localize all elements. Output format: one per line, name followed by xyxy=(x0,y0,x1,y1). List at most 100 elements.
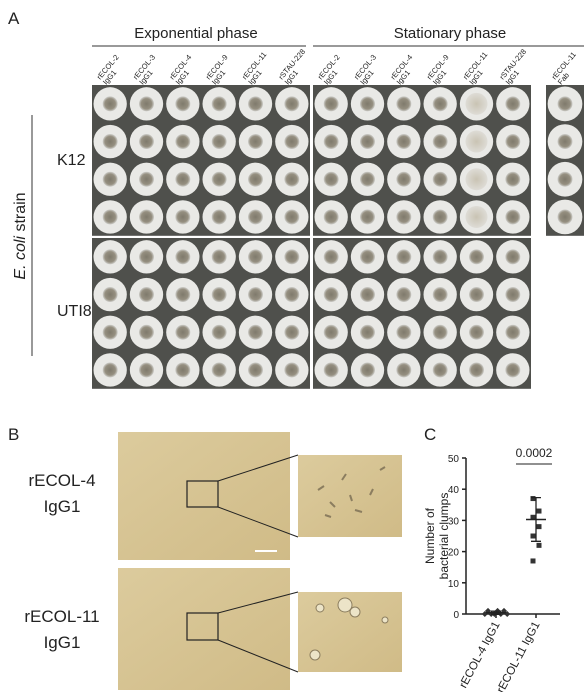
pellet xyxy=(284,325,299,340)
pellet xyxy=(175,362,190,377)
pellet xyxy=(505,134,520,149)
pellet xyxy=(103,287,118,302)
pellet xyxy=(248,287,263,302)
pellet xyxy=(212,325,227,340)
data-point xyxy=(531,496,536,501)
strain-italic: E. coli xyxy=(12,236,29,280)
pellet xyxy=(212,362,227,377)
figure: A Exponential phase Stationary phase E. … xyxy=(0,0,584,692)
pellet xyxy=(466,131,488,153)
pellet xyxy=(396,362,411,377)
pellet xyxy=(469,287,484,302)
pellet xyxy=(505,172,520,187)
pellet xyxy=(324,134,339,149)
pellet xyxy=(466,168,488,190)
pellet xyxy=(433,209,448,224)
pellet xyxy=(433,362,448,377)
micrograph xyxy=(118,568,402,690)
y-tick-label: 50 xyxy=(448,454,460,465)
header: Exponential phase xyxy=(134,25,257,42)
column-label: rECOL-2IgG1 xyxy=(95,53,127,87)
pellet xyxy=(469,362,484,377)
micrograph xyxy=(118,432,402,560)
y-axis-label-line: Number of xyxy=(423,507,437,564)
pellet xyxy=(360,249,375,264)
pellet xyxy=(466,206,488,228)
column-label: rECOL-4IgG1 xyxy=(167,53,199,87)
pellet xyxy=(139,249,154,264)
column-label: rSTAU-228IgG1 xyxy=(497,47,534,86)
pellet xyxy=(433,287,448,302)
panel-label: C xyxy=(424,425,436,444)
header: Stationary phase xyxy=(394,25,507,42)
pellet xyxy=(284,249,299,264)
pellet xyxy=(139,362,154,377)
column-label: rECOL-3IgG1 xyxy=(352,53,384,87)
pellet xyxy=(103,96,118,111)
column-label: rECOL-2IgG1 xyxy=(316,53,348,87)
pellet xyxy=(248,209,263,224)
pellet xyxy=(175,249,190,264)
pellet xyxy=(175,325,190,340)
pellet xyxy=(360,96,375,111)
pellet xyxy=(175,209,190,224)
pellet xyxy=(248,134,263,149)
data-point xyxy=(531,558,536,563)
pellet xyxy=(284,134,299,149)
pellet xyxy=(175,96,190,111)
pellet xyxy=(212,249,227,264)
pellet xyxy=(469,325,484,340)
pellet xyxy=(505,325,520,340)
pellet xyxy=(396,249,411,264)
pellet xyxy=(175,172,190,187)
pellet xyxy=(139,287,154,302)
pellet xyxy=(396,287,411,302)
pellet xyxy=(139,325,154,340)
pellet xyxy=(505,287,520,302)
panel-label: B xyxy=(8,425,19,444)
pellet xyxy=(212,209,227,224)
pellet xyxy=(284,172,299,187)
pellet xyxy=(103,134,118,149)
pellet xyxy=(324,249,339,264)
pellet xyxy=(396,96,411,111)
pellet xyxy=(396,172,411,187)
pellet xyxy=(248,172,263,187)
y-axis-label-line: bacterial clumps xyxy=(437,493,451,580)
pellet xyxy=(433,325,448,340)
column-label: rECOL-4IgG1 xyxy=(388,53,420,87)
pellet xyxy=(212,287,227,302)
column-label: rECOL-9IgG1 xyxy=(425,53,457,87)
pellet xyxy=(103,249,118,264)
row-label: IgG1 xyxy=(44,497,81,516)
pellet xyxy=(558,96,573,111)
pellet xyxy=(284,287,299,302)
pellet xyxy=(433,134,448,149)
pellet xyxy=(558,134,573,149)
pellet xyxy=(396,134,411,149)
pellet xyxy=(139,134,154,149)
pellet xyxy=(324,209,339,224)
column-label: rECOL-11IgG1 xyxy=(240,50,274,86)
column-label: rECOL-11Fab xyxy=(550,50,584,86)
pellet xyxy=(103,172,118,187)
pellet xyxy=(284,96,299,111)
x-tick-label: rECOL-11 IgG1 xyxy=(495,620,543,692)
pellet xyxy=(175,287,190,302)
pellet xyxy=(212,172,227,187)
pellet xyxy=(212,134,227,149)
pellet xyxy=(469,249,484,264)
column-label: rECOL-3IgG1 xyxy=(131,53,163,87)
row-label: rECOL-11 xyxy=(24,607,99,626)
row-label: rECOL-4 xyxy=(28,471,95,490)
pellet xyxy=(433,172,448,187)
column-label: rSTAU-228IgG1 xyxy=(276,47,313,86)
x-tick-label: rECOL-4 IgG1 xyxy=(458,620,503,691)
data-point xyxy=(531,534,536,539)
pellet xyxy=(433,249,448,264)
pellet xyxy=(139,209,154,224)
pellet xyxy=(360,172,375,187)
pellet xyxy=(505,96,520,111)
pellet xyxy=(360,325,375,340)
